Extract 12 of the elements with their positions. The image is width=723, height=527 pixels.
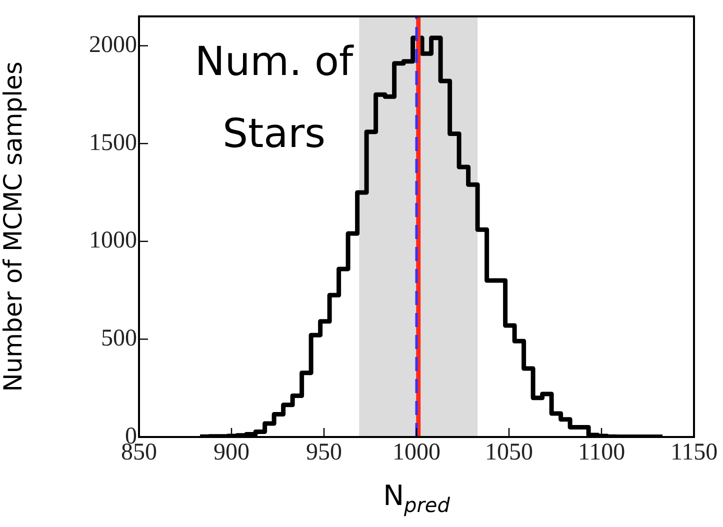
y-tick-label: 1000 <box>89 228 137 254</box>
x-tick-label: 1050 <box>485 440 533 466</box>
x-tick-label: 1100 <box>578 440 626 466</box>
x-tick-label: 1000 <box>392 440 440 466</box>
x-tick-label: 1150 <box>670 440 718 466</box>
annotation: Num. of Stars <box>194 38 354 157</box>
x-tick-label: 950 <box>306 440 342 466</box>
y-axis-title: Number of MCMC samples <box>0 62 28 392</box>
x-tick-label: 900 <box>214 440 250 466</box>
y-tick-label: 2000 <box>89 32 137 58</box>
y-tick-label: 1500 <box>89 130 137 156</box>
y-tick-label: 500 <box>101 325 137 352</box>
